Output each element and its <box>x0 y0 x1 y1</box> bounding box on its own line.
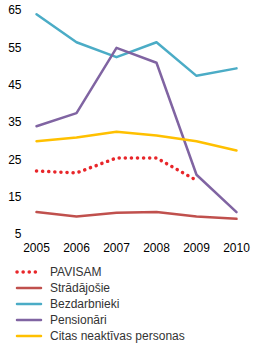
svg-text:5: 5 <box>15 227 22 241</box>
html-text:PAVISAM: PAVISAM <box>50 265 102 279</box>
svg-text:65: 65 <box>8 3 22 17</box>
svg-text:2010: 2010 <box>223 241 250 255</box>
svg-text:15: 15 <box>8 190 22 204</box>
html-text:Bezdarbnieki: Bezdarbnieki <box>50 297 120 311</box>
svg-text:25: 25 <box>8 153 22 167</box>
svg-text:45: 45 <box>8 78 22 92</box>
svg-text:35: 35 <box>8 115 22 129</box>
html-text:Citas neaktīvas personas: Citas neaktīvas personas <box>50 329 185 343</box>
svg-text:2009: 2009 <box>183 241 210 255</box>
svg-text:2007: 2007 <box>103 241 130 255</box>
svg-text:2005: 2005 <box>23 241 50 255</box>
svg-text:55: 55 <box>8 41 22 55</box>
html-text:Pensionāri: Pensionāri <box>50 313 107 327</box>
html-text:Strādājošie: Strādājošie <box>50 281 110 295</box>
svg-text:2008: 2008 <box>143 241 170 255</box>
svg-text:2006: 2006 <box>63 241 90 255</box>
